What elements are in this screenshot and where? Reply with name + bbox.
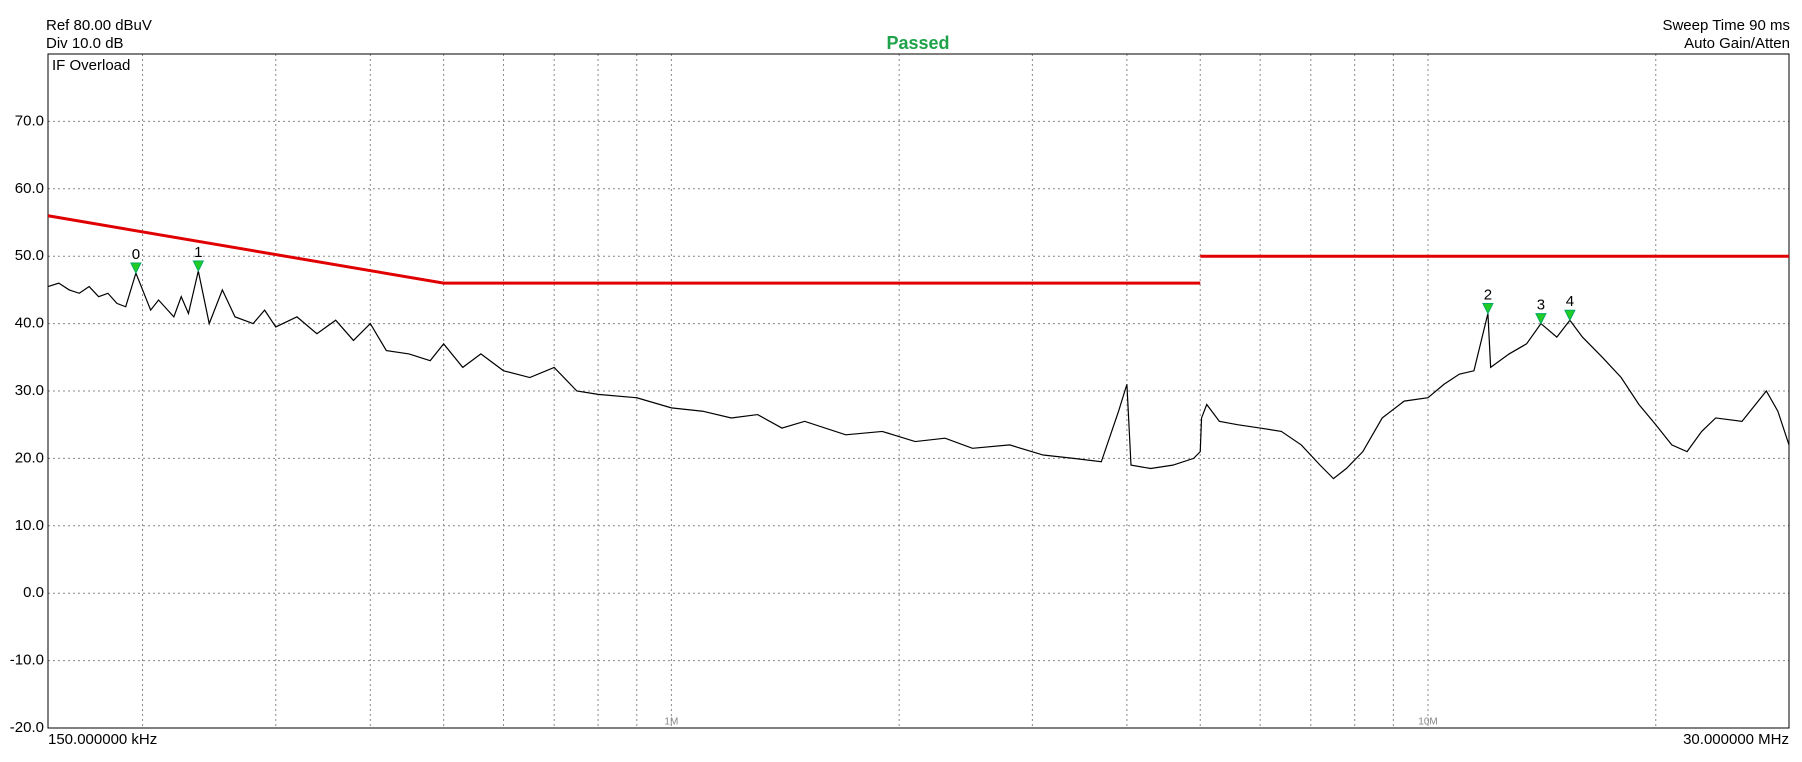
x-tick-label: 150.000000 kHz <box>48 731 157 748</box>
marker-label: 4 <box>1566 293 1574 310</box>
sweep-label: Sweep Time 90 ms <box>1662 17 1790 34</box>
ref-label: Ref 80.00 dBuV <box>46 17 152 34</box>
series-line <box>47 214 1201 285</box>
div-label: Div 10.0 dB <box>46 35 124 52</box>
y-tick-label: 20.0 <box>15 449 44 466</box>
marker <box>130 262 142 275</box>
marker <box>1535 313 1547 325</box>
y-tick-label: -20.0 <box>10 719 44 736</box>
status-label: IF Overload <box>52 57 130 74</box>
marker <box>1482 302 1494 315</box>
marker-label: 3 <box>1537 297 1545 314</box>
y-tick-label: 40.0 <box>15 315 44 332</box>
marker-label: 0 <box>132 246 140 263</box>
y-tick-label: -10.0 <box>10 652 44 669</box>
marker-label: 2 <box>1484 286 1492 303</box>
x-tick-label: 30.000000 MHz <box>1683 731 1789 748</box>
marker <box>1564 309 1576 322</box>
series-line <box>47 270 1790 480</box>
y-tick-label: 0.0 <box>23 584 44 601</box>
marker-label: 1 <box>194 244 202 261</box>
gain-label: Auto Gain/Atten <box>1684 35 1790 52</box>
y-tick-label: 30.0 <box>15 382 44 399</box>
marker <box>192 260 205 273</box>
y-tick-label: 60.0 <box>15 180 44 197</box>
chart-title: Passed <box>886 33 949 53</box>
y-tick-label: 10.0 <box>15 517 44 534</box>
y-tick-label: 50.0 <box>15 247 44 264</box>
x-tick-label: 10M <box>1418 717 1437 728</box>
y-tick-label: 70.0 <box>15 112 44 129</box>
plot-frame <box>47 53 1790 729</box>
x-tick-label: 1M <box>664 717 678 728</box>
